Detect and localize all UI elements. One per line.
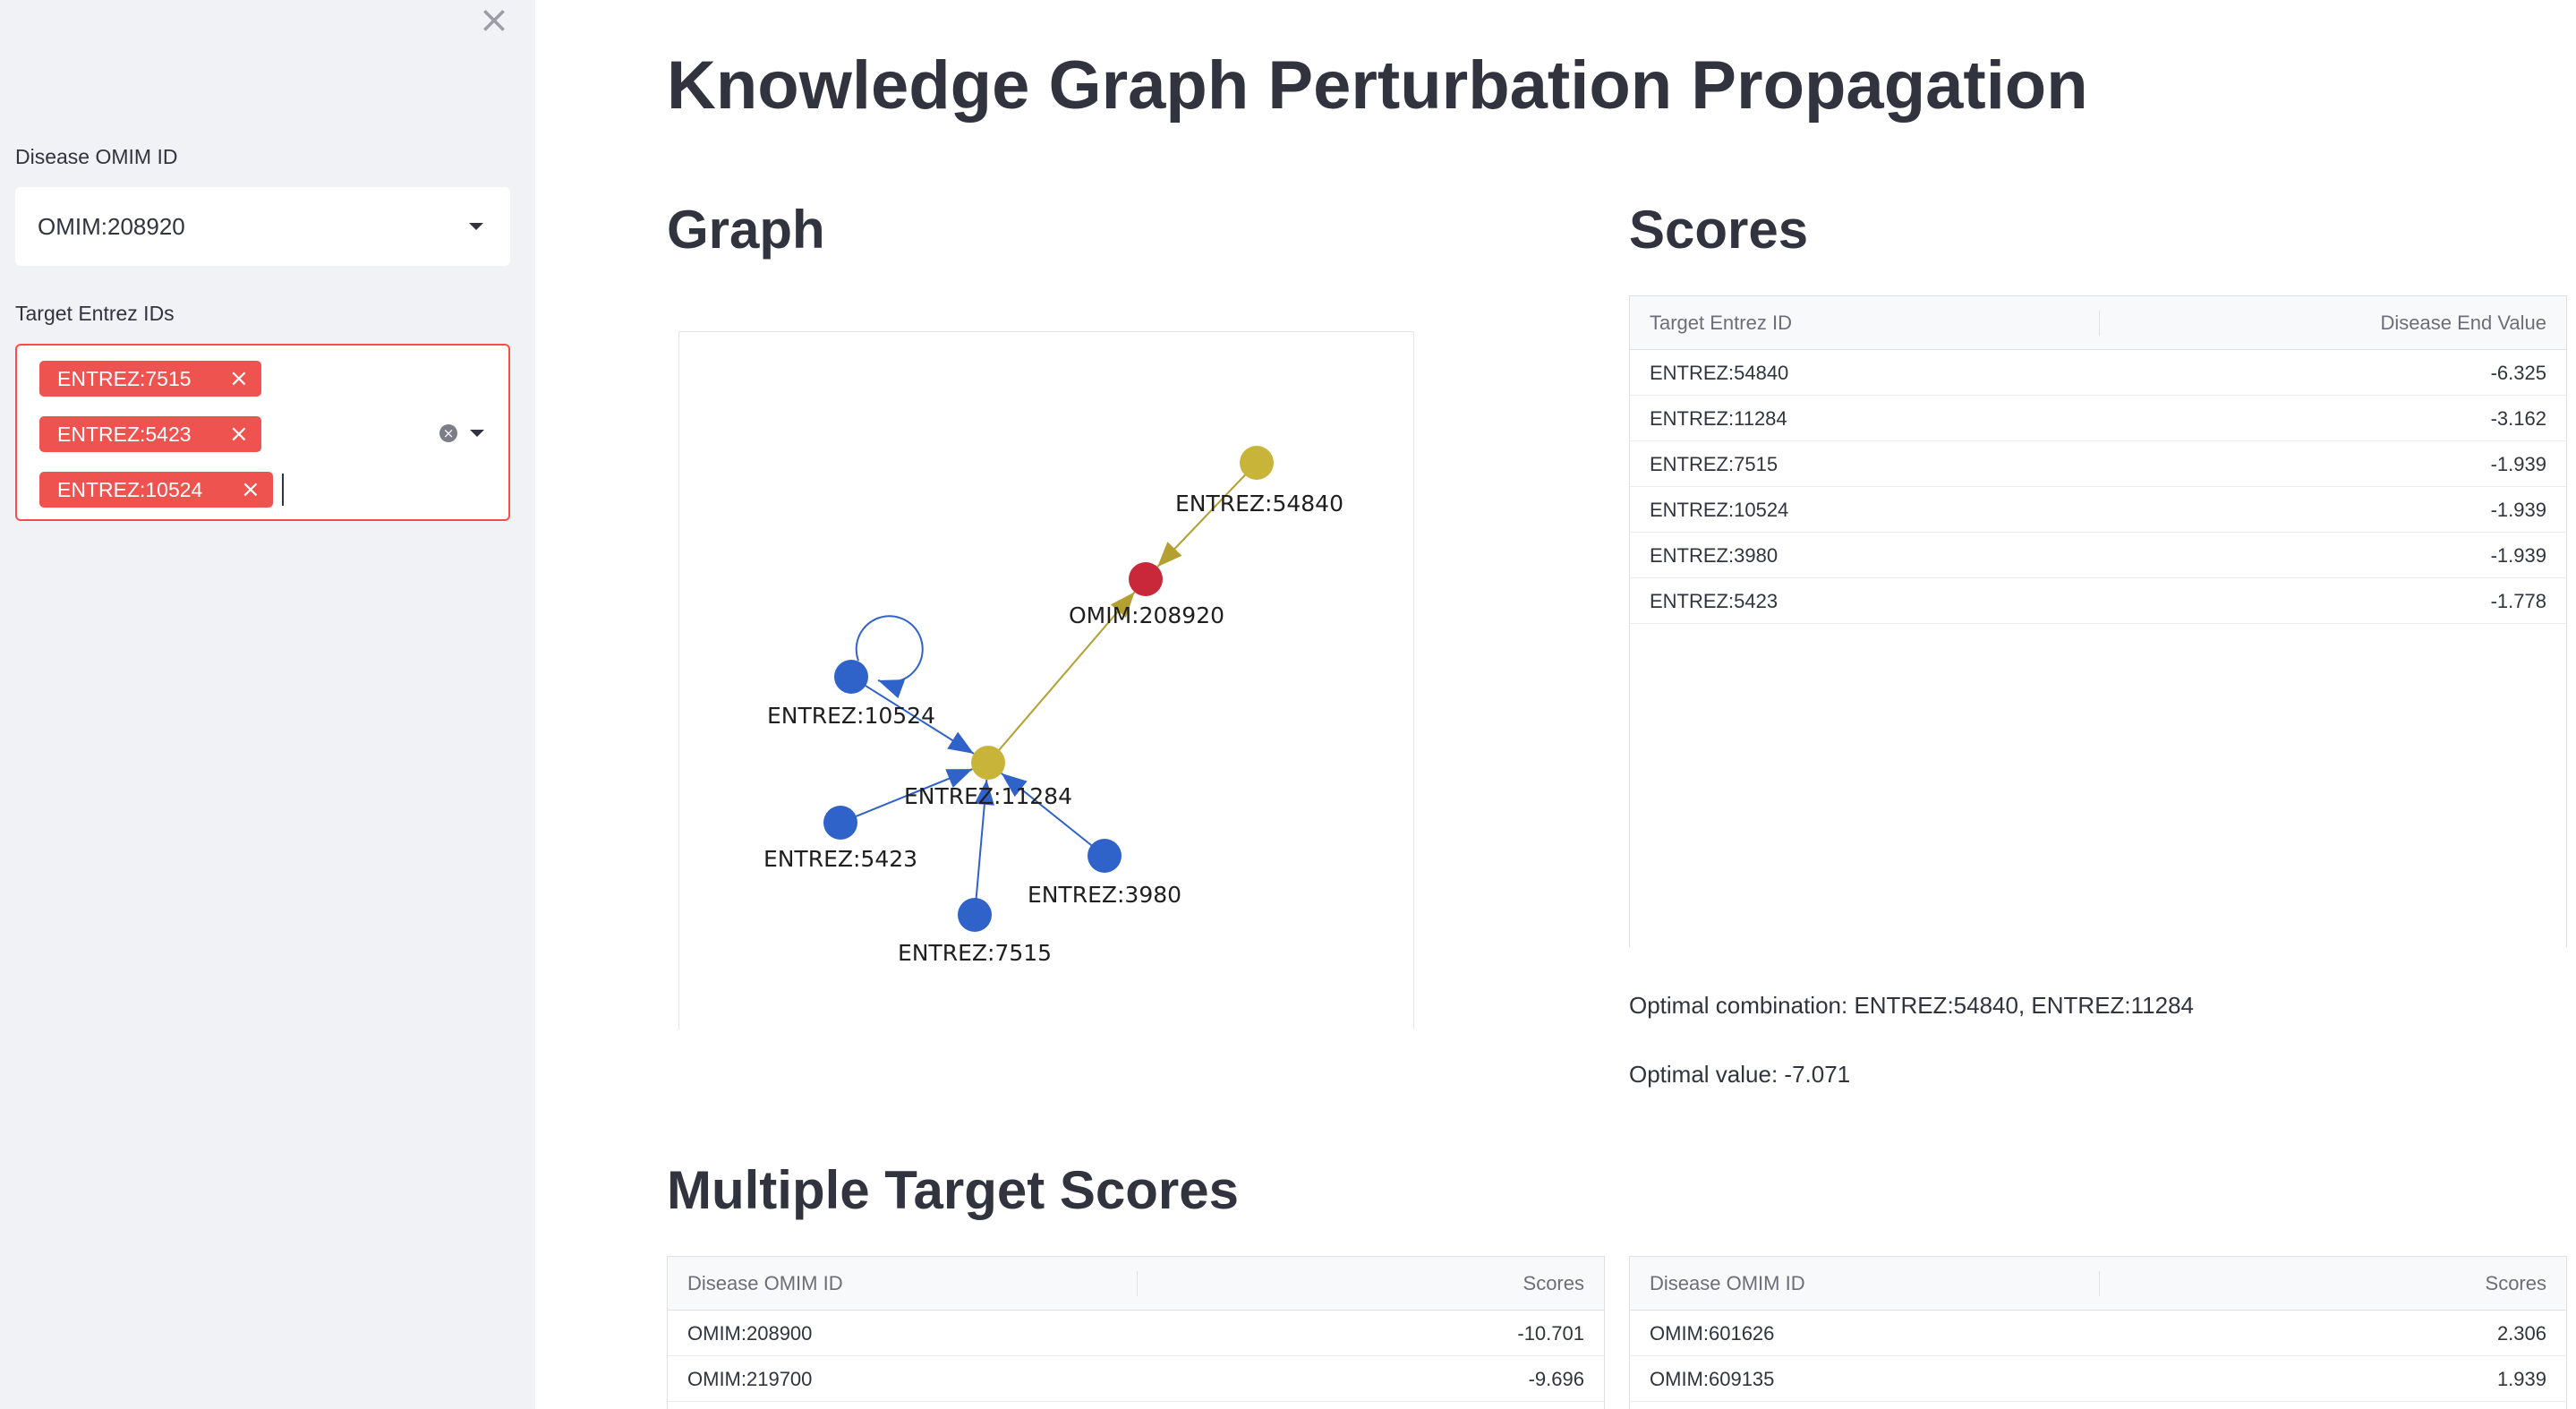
targets-multiselect[interactable]: ENTREZ:7515 × ENTREZ:5423 × ENTREZ:10524…	[15, 344, 510, 521]
graph-node-label: ENTREZ:7515	[898, 940, 1052, 966]
table-cell: ENTREZ:7515	[1650, 453, 1778, 475]
graph-canvas[interactable]: ENTREZ:54840 OMIM:208920 ENTREZ:10524 ENTRE…	[678, 331, 1414, 1029]
target-tag-label: ENTREZ:10524	[57, 478, 203, 501]
table-cell: OMIM:219700	[687, 1368, 813, 1390]
scores-heading: Scores	[1629, 200, 1809, 260]
table-header: Disease OMIM ID Scores	[1630, 1257, 2566, 1311]
disease-select-value: OMIM:208920	[38, 213, 185, 240]
column-divider[interactable]	[2099, 1271, 2100, 1296]
graph-edge	[849, 768, 973, 820]
table-cell: -9.696	[1528, 1368, 1584, 1390]
table-header: Target Entrez ID Disease End Value	[1630, 296, 2566, 350]
table-cell: ENTREZ:3980	[1650, 544, 1778, 567]
graph-edge	[1001, 773, 1097, 850]
graph-node-label: ENTREZ:3980	[1028, 882, 1181, 908]
chevron-down-icon[interactable]	[470, 430, 484, 437]
self-loop-edge	[855, 615, 924, 699]
multiple-target-scores-heading: Multiple Target Scores	[667, 1160, 1240, 1220]
table-header: Disease OMIM ID Scores	[668, 1257, 1604, 1311]
graph-node[interactable]	[1088, 839, 1122, 873]
table-row[interactable]: ENTREZ:7515 -1.939	[1630, 441, 2566, 487]
column-header[interactable]: Disease End Value	[2380, 312, 2547, 334]
graph-edge	[994, 591, 1136, 756]
table-cell: ENTREZ:5423	[1650, 590, 1778, 612]
table-row[interactable]: ENTREZ:11284 -3.162	[1630, 396, 2566, 441]
table-cell: -1.939	[2490, 453, 2546, 475]
graph-node[interactable]	[958, 898, 992, 932]
table-row[interactable]: OMIM:609135 1.939	[1630, 1356, 2566, 1402]
close-sidebar-icon[interactable]: ×	[478, 0, 510, 41]
clear-all-icon[interactable]: ×	[439, 424, 457, 442]
multi-target-scores-table-left[interactable]: Disease OMIM ID Scores OMIM:208900 -10.7…	[667, 1256, 1605, 1409]
table-cell: OMIM:208900	[687, 1322, 813, 1345]
graph-node[interactable]	[834, 660, 868, 694]
target-tag: ENTREZ:5423 ×	[39, 416, 261, 452]
column-header[interactable]: Scores	[1523, 1272, 1584, 1294]
optimal-combination-text: Optimal combination: ENTREZ:54840, ENTRE…	[1629, 992, 2195, 1019]
graph-node-label: ENTREZ:5423	[763, 846, 917, 872]
column-header[interactable]: Scores	[2485, 1272, 2546, 1294]
table-cell: 2.306	[2496, 1322, 2546, 1345]
target-tag-label: ENTREZ:7515	[57, 367, 192, 390]
column-header[interactable]: Disease OMIM ID	[687, 1272, 843, 1294]
table-cell: ENTREZ:11284	[1650, 407, 1787, 430]
table-row[interactable]: ENTREZ:3980 -1.939	[1630, 533, 2566, 578]
table-row[interactable]: OMIM:601626 2.306	[1630, 1311, 2566, 1356]
disease-select[interactable]: OMIM:208920	[15, 187, 510, 266]
text-cursor[interactable]	[282, 474, 284, 506]
knowledge-graph: ENTREZ:54840 OMIM:208920 ENTREZ:10524 ENTRE…	[763, 446, 1343, 966]
table-row[interactable]: ENTREZ:10524 -1.939	[1630, 487, 2566, 533]
graph-node[interactable]	[823, 806, 857, 840]
table-cell: ENTREZ:54840	[1650, 362, 1789, 384]
table-cell: 1.939	[2496, 1368, 2546, 1390]
sidebar: × Disease OMIM ID OMIM:208920 Target Ent…	[0, 0, 535, 1409]
optimal-value-text: Optimal value: -7.071	[1629, 1061, 1851, 1088]
scores-table[interactable]: Target Entrez ID Disease End Value ENTRE…	[1629, 295, 2567, 947]
table-row[interactable]: ENTREZ:5423 -1.778	[1630, 578, 2566, 624]
multi-target-scores-table-right[interactable]: Disease OMIM ID Scores OMIM:601626 2.306…	[1629, 1256, 2567, 1409]
disease-select-label: Disease OMIM ID	[15, 145, 178, 168]
table-cell: -3.162	[2490, 407, 2546, 430]
graph-node[interactable]	[971, 746, 1005, 780]
graph-edge	[974, 779, 995, 905]
graph-node-label: ENTREZ:11284	[904, 783, 1072, 809]
graph-node-label: ENTREZ:54840	[1175, 491, 1343, 517]
target-tag: ENTREZ:7515 ×	[39, 361, 261, 397]
graph-node[interactable]	[1129, 562, 1163, 596]
graph-node[interactable]	[1240, 446, 1274, 480]
graph-edge	[1156, 469, 1250, 568]
graph-node-label: ENTREZ:10524	[767, 703, 935, 729]
remove-tag-icon[interactable]: ×	[229, 365, 249, 392]
table-cell: -10.701	[1517, 1322, 1584, 1345]
chevron-down-icon[interactable]	[469, 223, 483, 230]
table-cell: -1.939	[2490, 499, 2546, 521]
table-cell: OMIM:609135	[1650, 1368, 1775, 1390]
graph-node-label: OMIM:208920	[1069, 602, 1224, 628]
page-title: Knowledge Graph Perturbation Propagation	[667, 47, 2088, 124]
remove-tag-icon[interactable]: ×	[241, 476, 260, 503]
table-cell: ENTREZ:10524	[1650, 499, 1789, 521]
table-cell: -1.939	[2490, 544, 2546, 567]
column-divider[interactable]	[2099, 311, 2100, 336]
table-row[interactable]: OMIM:219700 -9.696	[668, 1356, 1604, 1402]
column-header[interactable]: Disease OMIM ID	[1650, 1272, 1805, 1294]
column-divider[interactable]	[1137, 1271, 1138, 1296]
table-cell: -1.778	[2490, 590, 2546, 612]
table-cell: OMIM:601626	[1650, 1322, 1775, 1345]
targets-select-label: Target Entrez IDs	[15, 302, 175, 325]
target-tag-label: ENTREZ:5423	[57, 423, 192, 446]
target-tag: ENTREZ:10524 ×	[39, 472, 273, 508]
remove-tag-icon[interactable]: ×	[229, 421, 249, 448]
table-row[interactable]: OMIM:208900 -10.701	[668, 1311, 1604, 1356]
table-cell: -6.325	[2490, 362, 2546, 384]
table-row[interactable]: ENTREZ:54840 -6.325	[1630, 350, 2566, 396]
graph-heading: Graph	[667, 200, 825, 260]
column-header[interactable]: Target Entrez ID	[1650, 312, 1792, 334]
